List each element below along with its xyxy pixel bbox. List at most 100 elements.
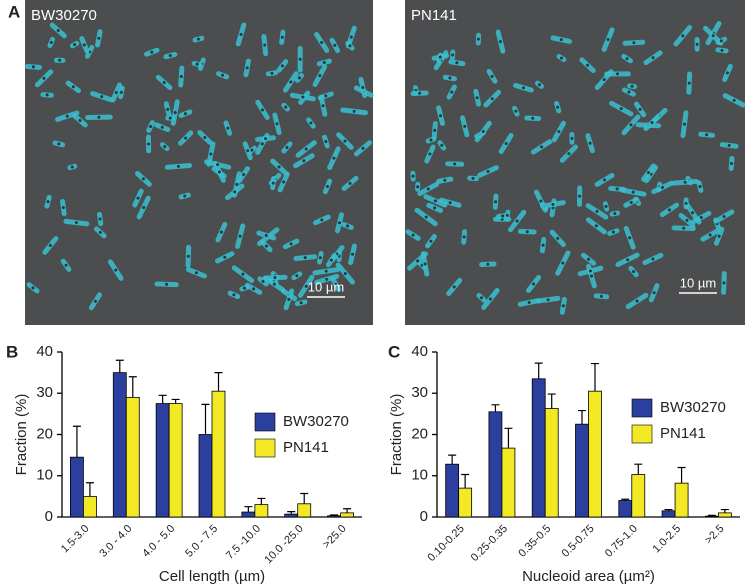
nucleoid — [546, 298, 550, 302]
nucleoid — [588, 269, 592, 273]
nucleoid — [74, 221, 78, 225]
nucleoid — [557, 130, 561, 134]
nucleoid — [49, 40, 53, 44]
nucleoid — [361, 146, 365, 150]
error-bar — [343, 508, 352, 513]
nucleoid — [280, 64, 284, 68]
nucleoid — [717, 234, 721, 238]
nucleoid — [78, 118, 82, 122]
nucleoid — [238, 234, 242, 238]
nucleoid — [426, 187, 430, 191]
legend-swatch — [254, 412, 276, 432]
nucleoid — [100, 95, 104, 99]
nucleoid — [287, 297, 291, 301]
nucleoid — [65, 114, 69, 118]
nucleoid — [239, 32, 243, 36]
nucleoid — [682, 226, 686, 230]
error-bar — [115, 359, 124, 373]
nucleoid — [73, 43, 77, 47]
nucleoid — [525, 230, 529, 234]
nucleoid — [711, 34, 715, 38]
bar — [717, 512, 732, 518]
nucleoid — [209, 152, 213, 156]
nucleoid — [589, 274, 593, 278]
nucleoid — [301, 95, 305, 99]
nucleoid — [165, 282, 169, 286]
bar — [631, 474, 646, 518]
error-bar — [547, 393, 556, 409]
nucleoid — [719, 39, 723, 43]
error-bar — [158, 394, 167, 404]
nucleoid — [348, 181, 352, 185]
error-bar — [664, 508, 673, 511]
nucleoid — [45, 93, 49, 97]
nucleoid — [325, 277, 329, 281]
legend-label: PN141 — [660, 425, 706, 442]
y-tick-label: 40 — [36, 343, 53, 360]
bar — [588, 390, 602, 518]
error-bar — [72, 425, 81, 458]
nucleoid — [318, 74, 322, 78]
nucleoid — [160, 125, 164, 129]
error-bar — [591, 362, 599, 392]
legend-swatch — [631, 398, 653, 418]
nucleoid — [302, 159, 306, 163]
nucleoid — [31, 65, 35, 69]
nucleoid — [443, 178, 447, 182]
nucleoid — [651, 56, 655, 60]
nucleoid — [168, 54, 172, 58]
nucleoid — [722, 281, 726, 285]
nucleoid — [416, 185, 420, 189]
nucleoid — [551, 202, 555, 206]
nucleoid — [651, 257, 655, 261]
nucleoid — [684, 201, 688, 205]
nucleoid — [594, 224, 598, 228]
nucleoid — [411, 174, 415, 178]
error-bar — [171, 398, 180, 404]
nucleoid — [606, 38, 610, 42]
nucleoid — [720, 48, 724, 52]
bar — [445, 463, 460, 518]
nucleoid — [539, 199, 543, 203]
nucleoid — [166, 107, 170, 111]
nucleoid — [586, 63, 590, 67]
nucleoid — [333, 43, 337, 47]
nucleoid — [629, 200, 633, 204]
nucleoid — [613, 212, 617, 216]
nucleoid — [71, 85, 75, 89]
y-tick-label: 10 — [411, 467, 428, 484]
nucleoid — [687, 81, 691, 85]
nucleoid — [163, 145, 167, 149]
nucleoid — [455, 61, 459, 65]
nucleoid — [324, 94, 328, 98]
nucleoid — [280, 35, 284, 39]
nucleoid — [732, 98, 736, 102]
nucleoid — [490, 97, 494, 101]
nucleoid — [58, 58, 62, 62]
error-bar — [448, 454, 457, 465]
y-tick-label: 0 — [420, 508, 428, 525]
error-bar — [300, 492, 309, 504]
nucleoid — [223, 255, 227, 259]
nucleoid — [320, 218, 324, 222]
nucleoid — [348, 44, 352, 48]
nucleoid — [299, 301, 303, 305]
nucleoid — [587, 257, 591, 261]
bar — [575, 423, 589, 518]
nucleoid — [98, 230, 102, 234]
nucleoid — [504, 141, 508, 145]
x-tick-label: 7.5 -10.0 — [224, 523, 263, 562]
nucleoid — [451, 53, 455, 57]
bar — [531, 378, 546, 518]
nucleoid — [242, 286, 246, 290]
nucleoid — [196, 37, 200, 41]
nucleoid — [298, 57, 302, 61]
bar — [198, 434, 213, 518]
nucleoid — [321, 104, 325, 108]
nucleoid — [264, 233, 268, 237]
panel-label: B — [6, 342, 18, 361]
nucleoid — [440, 143, 444, 147]
y-tick-label: 40 — [411, 343, 428, 360]
legend-label: PN141 — [283, 439, 329, 456]
nucleoid — [486, 169, 490, 173]
